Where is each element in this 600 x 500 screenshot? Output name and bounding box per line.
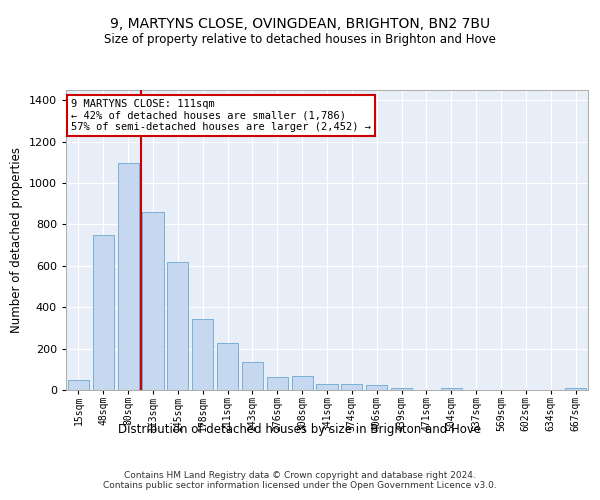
Bar: [391, 388, 412, 390]
Bar: [441, 388, 462, 390]
Text: 9, MARTYNS CLOSE, OVINGDEAN, BRIGHTON, BN2 7BU: 9, MARTYNS CLOSE, OVINGDEAN, BRIGHTON, B…: [110, 18, 490, 32]
Bar: [167, 262, 188, 390]
Bar: [242, 362, 263, 390]
Bar: [118, 163, 139, 390]
Bar: [68, 380, 89, 390]
Bar: [142, 212, 164, 390]
Bar: [93, 235, 114, 390]
Bar: [192, 318, 213, 390]
Y-axis label: Number of detached properties: Number of detached properties: [10, 147, 23, 333]
Bar: [341, 384, 362, 390]
Text: Size of property relative to detached houses in Brighton and Hove: Size of property relative to detached ho…: [104, 32, 496, 46]
Text: Contains HM Land Registry data © Crown copyright and database right 2024.
Contai: Contains HM Land Registry data © Crown c…: [103, 470, 497, 490]
Text: 9 MARTYNS CLOSE: 111sqm
← 42% of detached houses are smaller (1,786)
57% of semi: 9 MARTYNS CLOSE: 111sqm ← 42% of detache…: [71, 99, 371, 132]
Bar: [316, 384, 338, 390]
Bar: [565, 388, 586, 390]
Bar: [217, 344, 238, 390]
Bar: [366, 386, 387, 390]
Bar: [267, 377, 288, 390]
Text: Distribution of detached houses by size in Brighton and Hove: Distribution of detached houses by size …: [118, 422, 482, 436]
Bar: [292, 376, 313, 390]
